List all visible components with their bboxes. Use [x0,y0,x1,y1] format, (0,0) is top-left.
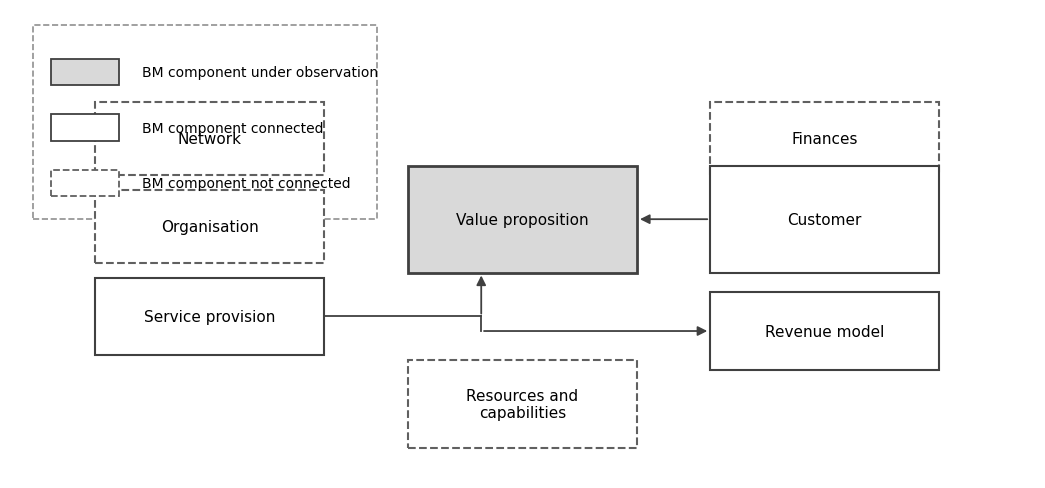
Text: Resources and
capabilities: Resources and capabilities [466,388,579,420]
FancyBboxPatch shape [32,26,376,220]
FancyBboxPatch shape [51,115,119,142]
Text: BM component connected: BM component connected [142,121,324,135]
FancyBboxPatch shape [95,278,325,356]
FancyBboxPatch shape [51,60,119,86]
Text: Service provision: Service provision [144,309,276,324]
Text: BM component not connected: BM component not connected [142,177,351,191]
Text: BM component under observation: BM component under observation [142,66,378,80]
FancyBboxPatch shape [408,166,637,273]
FancyBboxPatch shape [711,166,939,273]
FancyBboxPatch shape [95,191,325,264]
Text: Customer: Customer [788,212,862,227]
FancyBboxPatch shape [408,361,637,448]
Text: Revenue model: Revenue model [765,324,884,339]
Text: Organisation: Organisation [161,220,259,235]
Text: Finances: Finances [791,132,858,147]
Text: Network: Network [178,132,241,147]
Text: Value proposition: Value proposition [457,212,588,227]
FancyBboxPatch shape [711,292,939,370]
FancyBboxPatch shape [711,103,939,176]
FancyBboxPatch shape [95,103,325,176]
FancyBboxPatch shape [51,170,119,197]
